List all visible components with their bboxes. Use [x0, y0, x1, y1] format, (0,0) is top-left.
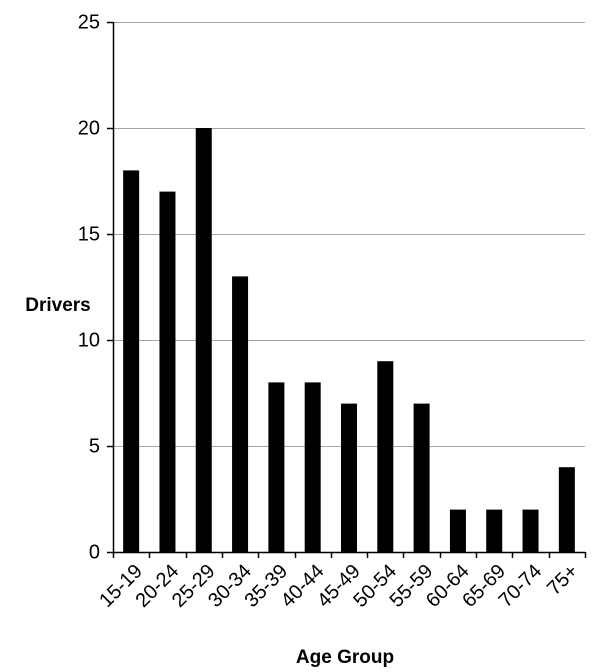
y-tick-label-25: 25 [78, 12, 100, 34]
bar-50-54 [377, 361, 394, 552]
bar-20-24 [159, 191, 176, 552]
y-tick-label-0: 0 [89, 542, 100, 564]
bar-60-64 [449, 509, 466, 552]
y-tick-label-5: 5 [89, 436, 100, 458]
x-tick-label-70-74: 70-74 [495, 560, 547, 612]
axes [107, 21, 587, 558]
x-tick-label-75+: 75+ [543, 560, 583, 600]
bar-55-59 [413, 403, 430, 552]
y-tick-labels: 0 5 10 15 20 25 [78, 12, 100, 564]
x-axis-title: Age Group [296, 647, 394, 668]
y-tick-label-15: 15 [78, 224, 100, 246]
bar-35-39 [268, 382, 285, 552]
bars [123, 128, 575, 552]
y-tick-label-20: 20 [78, 118, 100, 140]
bar-65-69 [486, 509, 503, 552]
x-tick-labels: 15-1920-2425-2930-3435-3940-4445-4950-54… [95, 560, 582, 612]
bar-70-74 [522, 509, 539, 552]
gridlines [113, 22, 585, 447]
y-tick-label-10: 10 [78, 330, 100, 352]
bar-15-19 [123, 170, 140, 552]
y-axis-title: Drivers [25, 295, 91, 316]
bar-25-29 [195, 128, 212, 552]
bar-40-44 [304, 382, 321, 552]
bar-45-49 [341, 403, 357, 552]
bar-30-34 [232, 276, 249, 552]
bar-75+ [558, 467, 575, 552]
